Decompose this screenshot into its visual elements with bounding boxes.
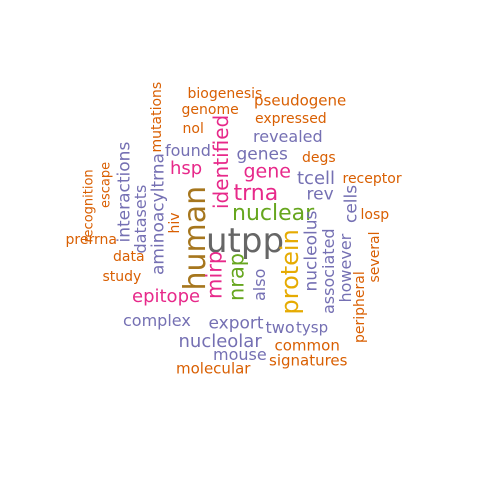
word-pseudogene: pseudogene bbox=[254, 91, 347, 110]
word-mouse: mouse bbox=[213, 345, 267, 364]
word-complex: complex bbox=[123, 311, 191, 330]
word-found: found bbox=[165, 141, 211, 160]
word-peripheral: peripheral bbox=[352, 271, 368, 343]
word-degs: degs bbox=[302, 150, 336, 166]
word-expressed: expressed bbox=[255, 111, 327, 127]
word-genome: genome bbox=[181, 102, 239, 118]
word-biogenesis: biogenesis bbox=[187, 86, 263, 102]
word-data: data bbox=[113, 249, 145, 265]
word-identified: identified bbox=[209, 114, 233, 209]
word-receptor: receptor bbox=[342, 171, 402, 187]
word-several: several bbox=[367, 231, 383, 283]
word-mutations: mutations bbox=[149, 81, 165, 153]
word-two: two bbox=[265, 318, 295, 337]
word-epitope: epitope bbox=[132, 286, 201, 307]
word-also: also bbox=[250, 268, 269, 301]
word-genes: genes bbox=[236, 144, 288, 165]
word-study: study bbox=[102, 269, 142, 285]
word-protein: protein bbox=[276, 229, 304, 315]
word-losp: losp bbox=[360, 207, 390, 223]
word-nuclear: nuclear bbox=[232, 201, 315, 226]
word-utpp: utpp bbox=[206, 221, 285, 261]
word-rev: rev bbox=[306, 184, 334, 205]
word-export: export bbox=[208, 313, 264, 334]
word-revealed: revealed bbox=[253, 127, 323, 146]
word-hsp: hsp bbox=[170, 158, 203, 179]
word-nucleolar: nucleolar bbox=[178, 331, 262, 352]
word-gene: gene bbox=[243, 160, 291, 183]
word-mirp: mirp bbox=[202, 250, 227, 299]
word-datasets: datasets bbox=[131, 184, 150, 254]
word-cells: cells bbox=[341, 184, 362, 223]
word-aminoacyltrna: aminoacyltrna bbox=[148, 153, 169, 275]
word-nrap: nrap bbox=[224, 252, 249, 301]
word-tysp: tysp bbox=[296, 318, 329, 337]
word-escape: escape bbox=[98, 161, 114, 208]
word-common: common bbox=[274, 336, 340, 355]
word-trna: trna bbox=[233, 181, 279, 206]
word-prerrna: prerrna bbox=[65, 232, 117, 248]
word-molecular: molecular bbox=[176, 359, 251, 378]
word-nol: nol bbox=[182, 121, 204, 137]
word-tcell: tcell bbox=[297, 168, 336, 189]
word-nucleolus: nucleolus bbox=[301, 210, 322, 292]
word-signatures: signatures bbox=[269, 351, 348, 370]
word-associated: associated bbox=[319, 228, 338, 314]
